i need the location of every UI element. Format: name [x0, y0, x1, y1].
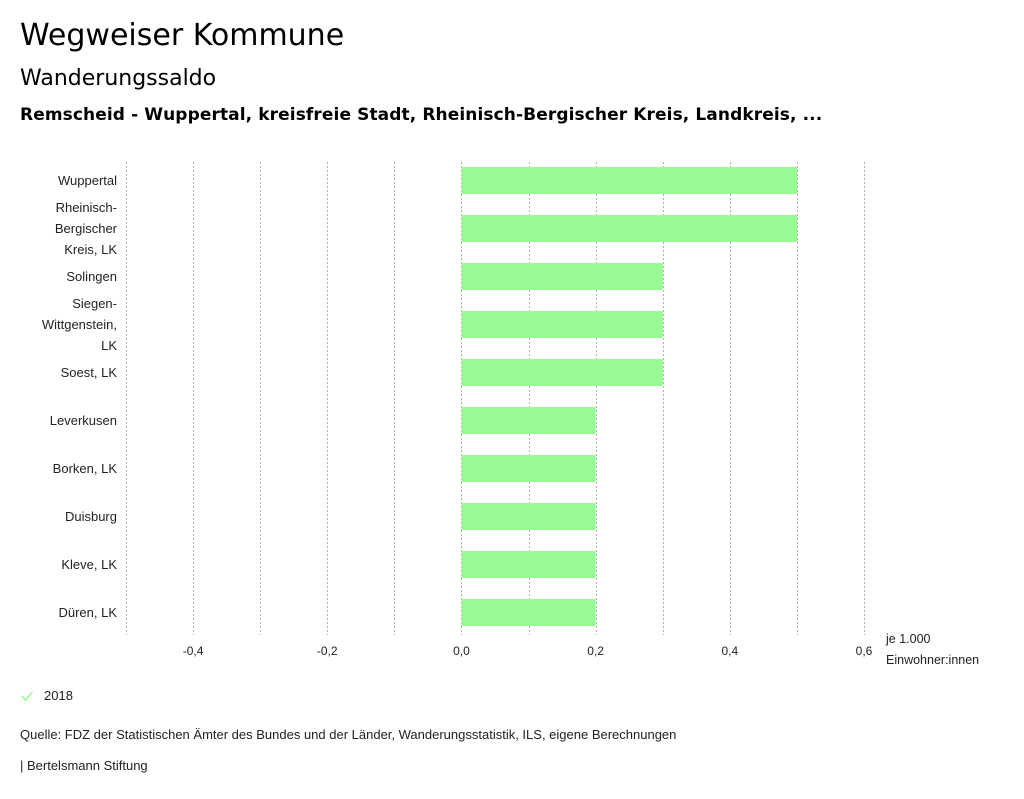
- credit-note: | Bertelsmann Stiftung: [20, 758, 148, 773]
- region-selection: Remscheid - Wuppertal, kreisfreie Stadt,…: [20, 105, 823, 125]
- category-label: Düren, LK: [58, 605, 117, 620]
- category-label: Solingen: [66, 269, 117, 284]
- x-tick-label: -0,4: [183, 644, 204, 658]
- bar[interactable]: [461, 215, 797, 242]
- category-label: Wuppertal: [58, 173, 117, 188]
- category-label: Duisburg: [65, 509, 117, 524]
- x-tick-label: 0,4: [721, 644, 738, 658]
- bar[interactable]: [461, 167, 797, 194]
- bar[interactable]: [461, 599, 596, 626]
- category-label: Leverkusen: [50, 413, 117, 428]
- category-label: Kleve, LK: [61, 557, 117, 572]
- x-axis-ticks: -0,4 -0,2 0,0 0,2 0,4 0,6: [183, 644, 873, 658]
- x-tick-label: -0,2: [317, 644, 338, 658]
- x-tick-label: 0,2: [587, 644, 604, 658]
- bar[interactable]: [461, 359, 663, 386]
- x-axis-label: Einwohner:innen: [886, 653, 979, 667]
- bars: [461, 167, 797, 626]
- category-label: Borken, LK: [53, 461, 118, 476]
- bar[interactable]: [461, 503, 596, 530]
- category-label: Siegen-Wittgenstein, LK: [42, 296, 117, 353]
- legend-label: 2018: [44, 688, 73, 703]
- x-axis-label: je 1.000: [885, 632, 931, 646]
- x-tick-label: 0,6: [856, 644, 873, 658]
- bar[interactable]: [461, 551, 596, 578]
- bar[interactable]: [461, 407, 596, 434]
- category-label: Rheinisch-Bergischer Kreis, LK: [55, 200, 118, 257]
- bar[interactable]: [461, 263, 663, 290]
- bar[interactable]: [461, 455, 596, 482]
- chart-subtitle: Wanderungssaldo: [20, 66, 217, 91]
- category-label: Soest, LK: [61, 365, 118, 380]
- bar-chart: Wuppertal Rheinisch-Bergischer Kreis, LK So…: [42, 162, 979, 667]
- legend-item-2018[interactable]: 2018: [20, 688, 73, 703]
- source-note: Quelle: FDZ der Statistischen Ämter des …: [20, 727, 677, 742]
- bar[interactable]: [461, 311, 663, 338]
- category-labels: Wuppertal Rheinisch-Bergischer Kreis, LK So…: [42, 173, 118, 620]
- page-title: Wegweiser Kommune: [20, 18, 345, 53]
- x-axis-unit-label: je 1.000 Einwohner:innen: [885, 632, 979, 667]
- x-tick-label: 0,0: [453, 644, 470, 658]
- check-icon: [21, 691, 33, 701]
- gridlines: [126, 162, 865, 635]
